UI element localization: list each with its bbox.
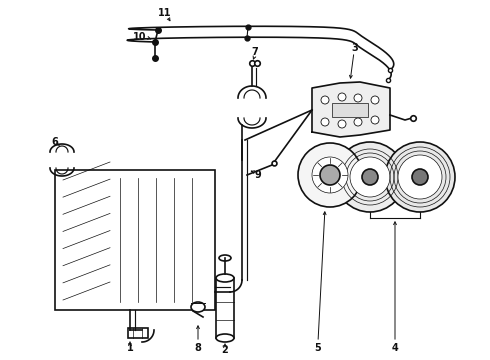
Text: 8: 8 (195, 343, 201, 353)
Text: 10: 10 (133, 32, 147, 42)
Circle shape (385, 142, 455, 212)
Circle shape (350, 157, 390, 197)
Ellipse shape (216, 334, 234, 342)
Circle shape (354, 94, 362, 102)
Text: 7: 7 (252, 47, 258, 57)
Text: 3: 3 (352, 43, 358, 53)
Ellipse shape (216, 274, 234, 282)
Text: 6: 6 (51, 137, 58, 147)
Text: 11: 11 (158, 8, 172, 18)
Text: 2: 2 (221, 345, 228, 355)
Ellipse shape (191, 302, 205, 312)
Text: 9: 9 (255, 170, 261, 180)
Polygon shape (312, 82, 390, 137)
Bar (332, 103, 368, 117)
Circle shape (354, 118, 362, 126)
Bar (55, 170, 215, 310)
Text: 4: 4 (392, 343, 398, 353)
Circle shape (371, 96, 379, 104)
Circle shape (412, 169, 428, 185)
Ellipse shape (219, 255, 231, 261)
Text: 1: 1 (126, 343, 133, 353)
Circle shape (338, 93, 346, 101)
Circle shape (338, 120, 346, 128)
Circle shape (320, 165, 340, 185)
Text: 5: 5 (315, 343, 321, 353)
Circle shape (362, 169, 378, 185)
Circle shape (312, 157, 348, 193)
Bar (128, 328, 148, 338)
Circle shape (321, 118, 329, 126)
Circle shape (321, 96, 329, 104)
Circle shape (371, 116, 379, 124)
Bar (216, 278, 234, 338)
Circle shape (298, 143, 362, 207)
Circle shape (335, 142, 405, 212)
Circle shape (398, 155, 442, 199)
